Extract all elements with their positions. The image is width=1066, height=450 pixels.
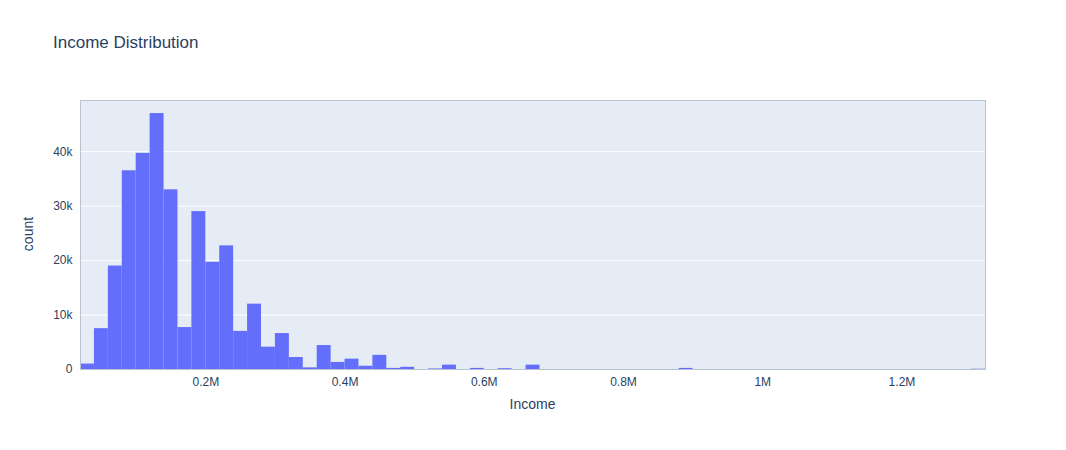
svg-text:20k: 20k [53,253,73,267]
svg-text:1M: 1M [754,375,771,389]
html-text:Income: Income [509,396,556,412]
svg-text:10k: 10k [53,308,73,322]
svg-text:40k: 40k [53,145,73,159]
svg-text:0.2M: 0.2M [192,375,219,389]
svg-text:30k: 30k [53,199,73,213]
html-text:Income Distribution: Income Distribution [53,33,199,52]
html-text:count: count [20,216,36,252]
svg-text:0: 0 [66,362,73,376]
svg-text:0.8M: 0.8M [610,375,637,389]
svg-text:0.6M: 0.6M [471,375,498,389]
svg-text:0.4M: 0.4M [332,375,359,389]
svg-text:1.2M: 1.2M [889,375,916,389]
